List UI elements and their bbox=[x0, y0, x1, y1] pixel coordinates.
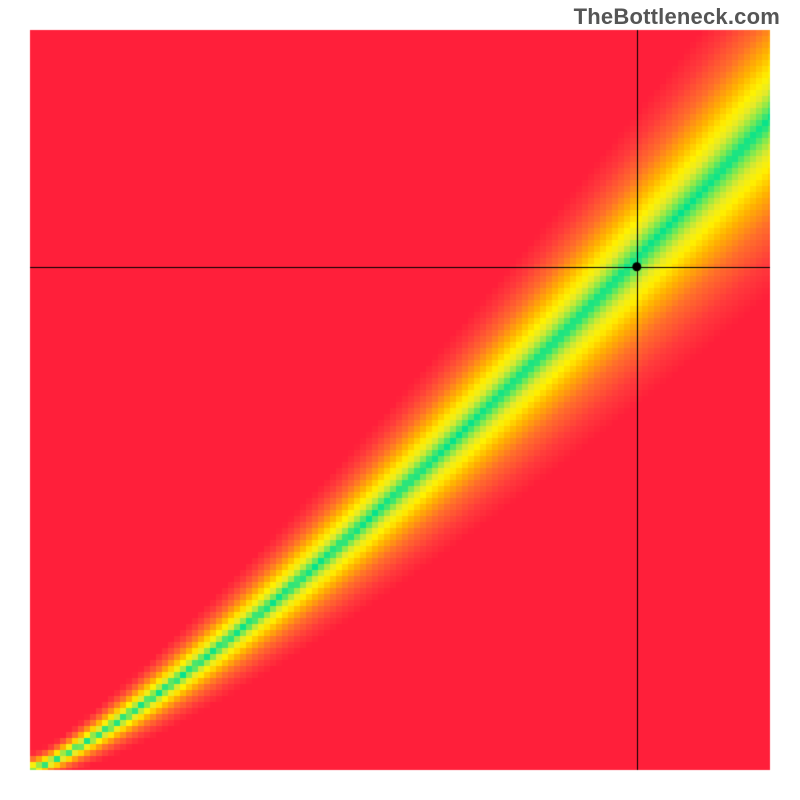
bottleneck-heatmap-canvas bbox=[0, 0, 800, 800]
chart-container: TheBottleneck.com bbox=[0, 0, 800, 800]
watermark-text: TheBottleneck.com bbox=[574, 4, 780, 30]
